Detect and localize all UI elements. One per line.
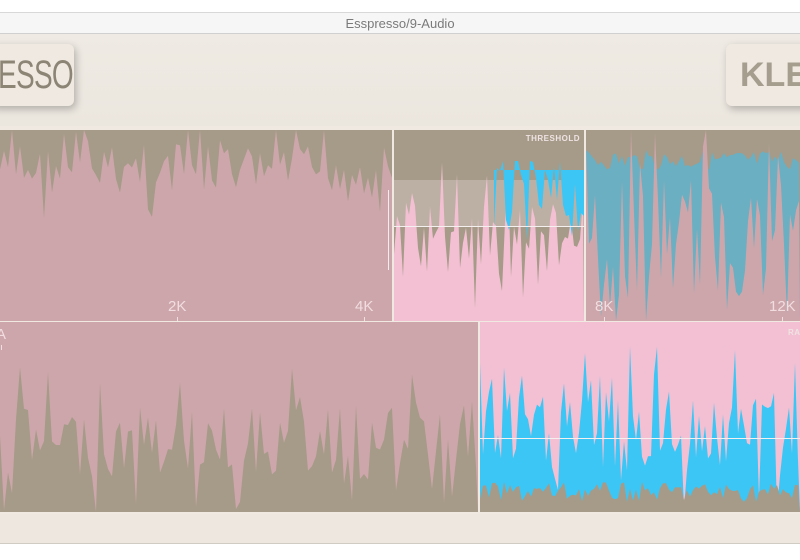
bottom-left-label: A <box>0 326 6 350</box>
plugin-header: ESSO KLE <box>0 34 800 126</box>
spectrum-panel-right[interactable]: 8K 12K <box>586 130 800 321</box>
spectrum-panel-left[interactable]: 2K 4K <box>0 130 392 321</box>
spectrum-fill <box>0 130 392 321</box>
window-title: Esspresso/9-Audio <box>345 16 455 31</box>
logo-right-text: KLE <box>740 56 800 94</box>
waveform-left <box>0 130 392 321</box>
threshold-panel[interactable]: THRESHOLD <box>394 130 584 321</box>
bottom-panel-right[interactable]: RA <box>480 322 800 512</box>
waveform-bottom-right <box>480 346 800 512</box>
gain-reduction-fill <box>480 346 800 512</box>
tick-2k: 2K <box>168 298 187 321</box>
waveform-bottom-left <box>0 367 478 512</box>
tick-12k: 12K <box>769 298 796 321</box>
plugin-footer <box>0 514 800 544</box>
bottom-panel-left[interactable]: A <box>0 322 478 512</box>
threshold-waveform <box>394 161 584 321</box>
tick-8k: 8K <box>595 298 614 321</box>
threshold-fill <box>394 162 584 321</box>
threshold-reduction <box>494 161 584 240</box>
bottom-right-label: RA <box>788 328 800 337</box>
brand-logo-button[interactable]: KLE <box>726 44 800 106</box>
output-floor <box>480 482 800 512</box>
output-level-fill <box>0 367 478 512</box>
level-line[interactable] <box>480 438 800 439</box>
waveform-right <box>586 130 800 321</box>
threshold-line[interactable] <box>394 226 584 227</box>
spectrum-fill-right <box>586 130 800 321</box>
analyzer-area: 2K 4K THRESHOLD 8K 12K A RA <box>0 126 800 516</box>
threshold-label: THRESHOLD <box>525 134 580 143</box>
espresso-logo-button[interactable]: ESSO <box>0 44 74 106</box>
playhead-marker[interactable] <box>388 190 389 270</box>
tick-4k: 4K <box>355 298 374 321</box>
logo-left-text: ESSO <box>0 53 74 97</box>
window-title-bar: Esspresso/9-Audio <box>0 12 800 34</box>
